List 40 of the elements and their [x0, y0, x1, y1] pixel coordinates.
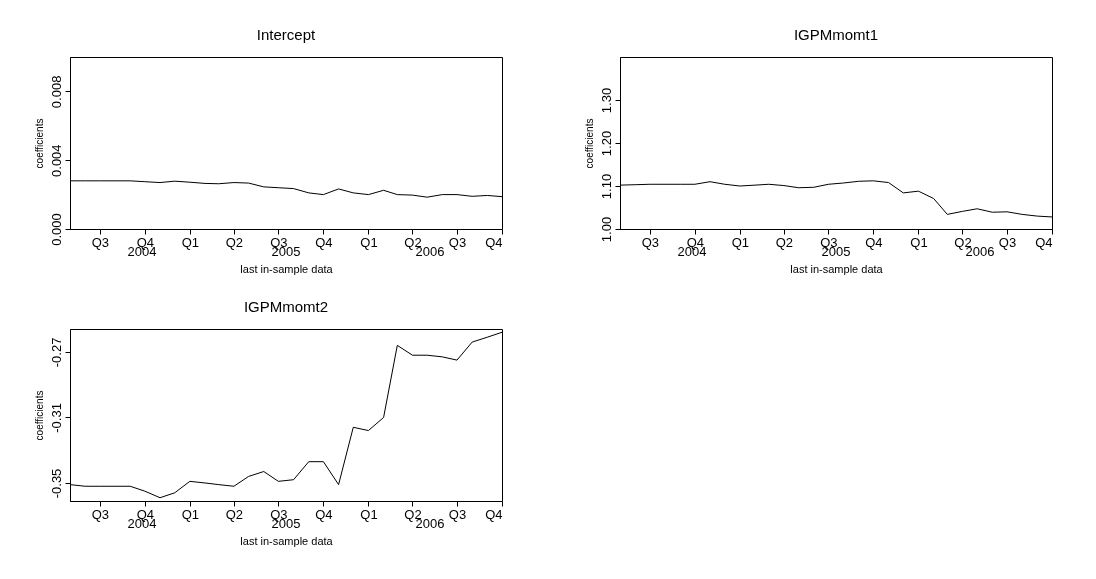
y-tick-label: 1.00: [598, 216, 614, 243]
y-tick-label: 1.20: [598, 130, 614, 157]
x-tick-label: Q3: [91, 506, 110, 522]
x-tick-label: Q4: [315, 234, 333, 250]
x-tick-label: Q3: [998, 234, 1017, 250]
x-tick-label: Q3: [448, 234, 467, 250]
chart-title: Intercept: [256, 26, 317, 43]
y-tick-label: 0.008: [48, 75, 64, 109]
chart-title: IGPMmomt1: [793, 26, 879, 43]
y-tick-label: 1.30: [598, 87, 614, 114]
x-tick-label: Q4: [1035, 234, 1053, 250]
x-tick-label: Q1: [181, 506, 200, 522]
x-tick-label: Q1: [731, 234, 750, 250]
x-tick-label: Q4: [485, 234, 503, 250]
x-tick-label: Q2: [225, 234, 244, 250]
x-axis-title: last in-sample data: [240, 262, 334, 275]
chart-title: IGPMmomt2: [243, 298, 329, 315]
x-tick-label: Q1: [360, 234, 378, 250]
x-tick-label: Q3: [641, 234, 660, 250]
x-tick-label: Q1: [910, 234, 928, 250]
y-axis-title: coefficients: [33, 390, 45, 441]
y-axis-title: coefficients: [583, 118, 595, 169]
y-tick-label: 0.004: [48, 144, 64, 177]
x-axis-title: last in-sample data: [240, 534, 334, 547]
y-axis-title: coefficients: [33, 118, 45, 169]
x-tick-label: Q2: [775, 234, 794, 250]
y-tick-label: -0.35: [48, 468, 64, 499]
x-tick-label: Q4: [865, 234, 883, 250]
x-tick-label: Q1: [360, 506, 378, 522]
x-axis-title: last in-sample data: [790, 262, 884, 275]
y-tick-label: 0.000: [48, 213, 64, 246]
y-tick-label: -0.27: [48, 337, 64, 368]
x-tick-label: Q3: [448, 506, 467, 522]
x-tick-label: Q2: [225, 506, 244, 522]
x-tick-label: Q4: [315, 506, 333, 522]
x-tick-label: Q3: [91, 234, 110, 250]
x-tick-label: Q4: [485, 506, 503, 522]
x-tick-label: Q1: [181, 234, 200, 250]
y-tick-label: 1.10: [598, 173, 614, 200]
y-tick-label: -0.31: [48, 403, 64, 433]
